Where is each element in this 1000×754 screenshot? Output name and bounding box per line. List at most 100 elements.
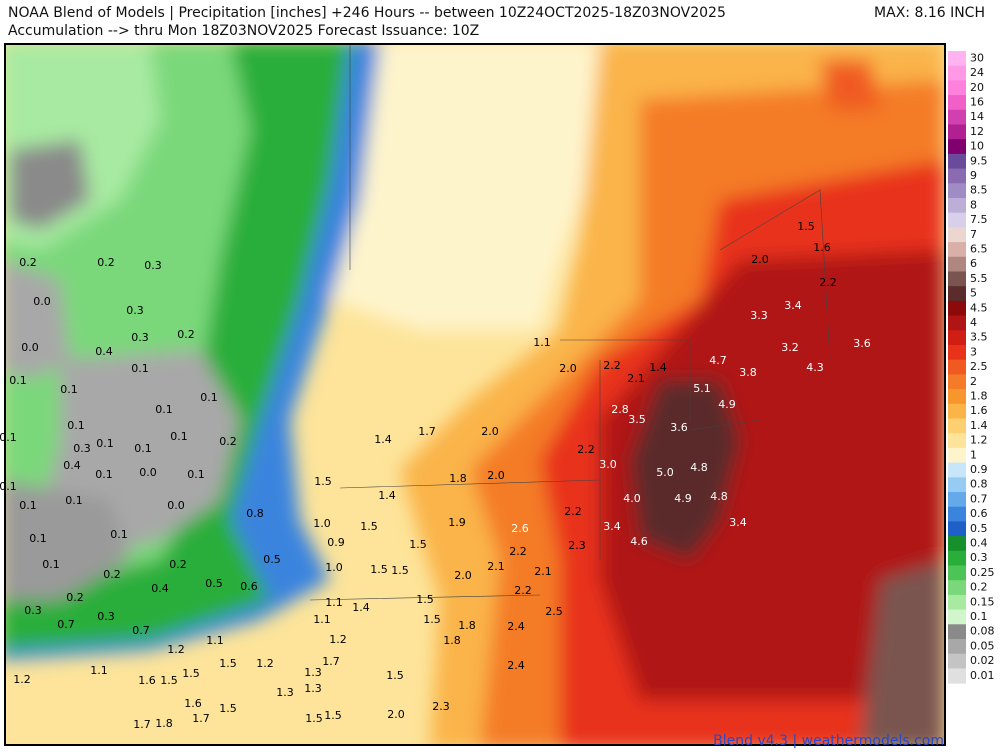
legend-swatch (948, 418, 966, 434)
precip-label: 0.3 (131, 331, 149, 344)
precip-label: 1.4 (352, 601, 370, 614)
precip-label: 0.1 (134, 442, 152, 455)
precip-label: 3.4 (603, 520, 621, 533)
precip-label: 2.3 (432, 700, 450, 713)
legend-swatch (948, 624, 966, 640)
precip-label: 2.4 (507, 620, 525, 633)
precip-label: 4.8 (690, 461, 708, 474)
precip-label: 2.3 (568, 539, 586, 552)
legend-swatch (948, 109, 966, 125)
precip-label: 2.0 (487, 469, 505, 482)
precip-label: 0.4 (95, 345, 113, 358)
precip-label: 1.6 (813, 241, 831, 254)
precip-label: 2.0 (387, 708, 405, 721)
precip-label: 1.5 (391, 564, 409, 577)
precip-label: 4.8 (710, 490, 728, 503)
precip-label: 0.2 (219, 435, 237, 448)
precip-label: 1.5 (416, 593, 434, 606)
boundaries (309, 44, 831, 601)
precip-label: 1.1 (325, 596, 343, 609)
legend-label: 1.6 (970, 404, 988, 417)
precip-label: 2.2 (577, 443, 595, 456)
precip-label: 1.2 (167, 643, 185, 656)
precip-label: 1.7 (418, 425, 436, 438)
precip-label: 0.2 (169, 558, 187, 571)
field-shading (5, 44, 945, 745)
precip-label: 5.1 (693, 382, 711, 395)
legend-swatch (948, 668, 966, 684)
legend-label: 0.2 (970, 581, 988, 594)
precip-label: 0.2 (97, 256, 115, 269)
legend-label: 0.02 (970, 654, 995, 667)
precip-label: 1.5 (160, 674, 178, 687)
precip-label: 0.2 (103, 568, 121, 581)
precip-label: 0.1 (29, 532, 47, 545)
legend-swatch (948, 153, 966, 170)
precip-label: 1.4 (378, 489, 396, 502)
precip-label: 1.9 (448, 516, 466, 529)
legend-label: 5 (970, 287, 977, 300)
title-line2: Accumulation --> thru Mon 18Z03NOV2025 F… (8, 23, 479, 39)
precip-label: 2.0 (454, 569, 472, 582)
legend-swatch (948, 139, 966, 155)
precip-label: 0.2 (19, 256, 37, 269)
precip-label: 0.0 (139, 466, 157, 479)
precip-label: 2.1 (627, 372, 645, 385)
legend-swatch (948, 300, 966, 317)
legend-label: 0.15 (970, 595, 995, 608)
legend-swatch (948, 168, 966, 184)
precip-label: 0.5 (205, 577, 223, 590)
precip-label: 0.7 (132, 624, 150, 637)
legend-swatch (948, 506, 966, 522)
legend-swatch (948, 447, 966, 464)
precip-label: 1.3 (304, 682, 322, 695)
precip-label: 2.2 (603, 359, 621, 372)
precip-label: 0.1 (9, 374, 27, 387)
precip-label: 5.0 (656, 466, 674, 479)
legend-label: 12 (970, 125, 984, 138)
legend-swatch (948, 286, 966, 302)
precip-label: 0.9 (327, 536, 345, 549)
precip-label: 1.5 (324, 709, 342, 722)
legend-swatch (948, 345, 966, 361)
legend-label: 0.01 (970, 669, 995, 682)
precip-label: 0.5 (263, 553, 281, 566)
legend-swatch (948, 609, 966, 625)
legend-label: 8 (970, 198, 977, 211)
legend-label: 16 (970, 95, 984, 108)
legend-label: 2.5 (970, 360, 988, 373)
credit: Blend v4.3 | weathermodels.com (713, 733, 944, 749)
precip-label: 1.7 (192, 712, 210, 725)
precip-label: 1.1 (206, 634, 224, 647)
legend-label: 8.5 (970, 184, 988, 197)
legend-swatch (948, 550, 966, 566)
precip-label: 0.3 (73, 442, 91, 455)
precip-label: 1.5 (314, 475, 332, 488)
legend-label: 0.4 (970, 536, 988, 549)
legend-label: 0.05 (970, 639, 995, 652)
precip-label: 4.0 (623, 492, 641, 505)
legend-swatch (948, 95, 966, 111)
precip-label: 0.1 (95, 468, 113, 481)
precip-label: 1.8 (155, 717, 173, 730)
legend-label: 6 (970, 257, 977, 270)
precip-label: 0.1 (67, 419, 85, 432)
precip-label: 1.0 (313, 517, 331, 530)
precip-label: 1.2 (13, 673, 31, 686)
precip-label: 2.0 (751, 253, 769, 266)
legend-label: 0.08 (970, 625, 995, 638)
legend-swatch (948, 492, 966, 508)
precip-label: 4.7 (709, 354, 727, 367)
legend-label: 1.8 (970, 389, 988, 402)
precip-label: 0.1 (0, 431, 17, 444)
legend-swatch (948, 315, 966, 331)
legend-swatch (948, 433, 966, 449)
legend-swatch (948, 183, 966, 199)
legend-label: 30 (970, 51, 984, 64)
legend-swatch (948, 242, 966, 258)
precip-label: 3.3 (750, 309, 768, 322)
precip-label: 1.6 (138, 674, 156, 687)
legend-label: 3.5 (970, 331, 988, 344)
precip-label: 0.1 (155, 403, 173, 416)
